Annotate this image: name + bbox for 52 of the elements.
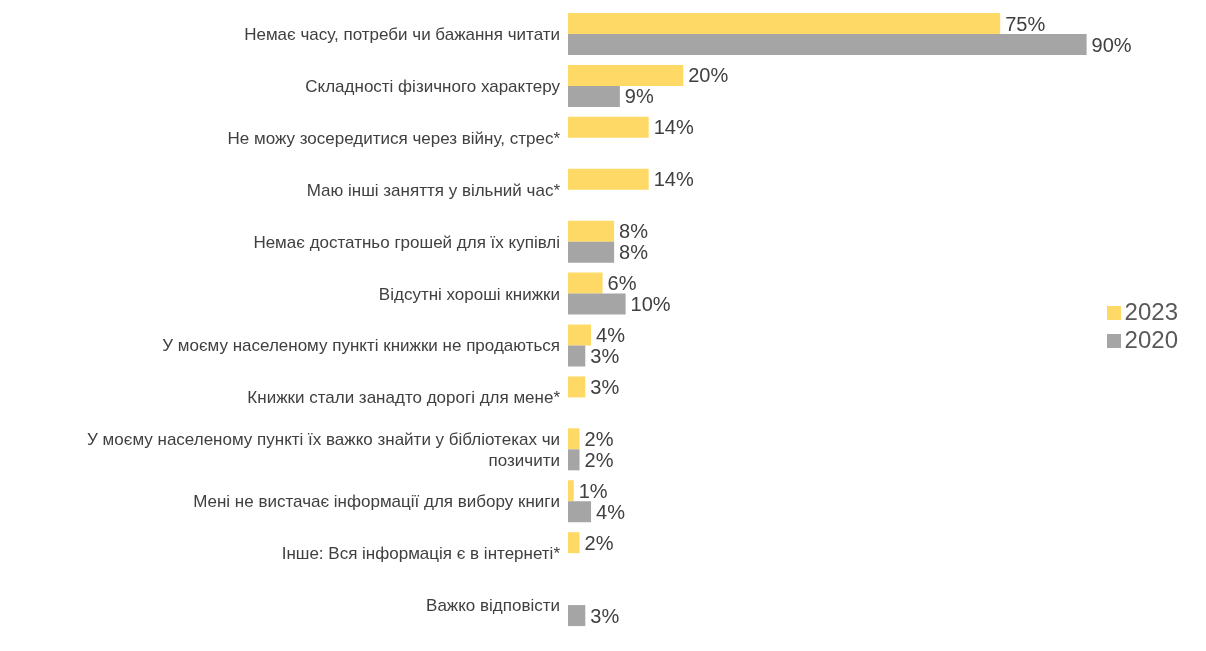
y-tick-label: Мені не вистачає інформації для вибору книги bbox=[193, 491, 560, 511]
bar bbox=[568, 34, 1087, 55]
bar bbox=[568, 272, 603, 294]
data-label: 20% bbox=[688, 64, 729, 87]
data-label: 4% bbox=[596, 324, 626, 346]
y-tick-label: Відсутні хороші книжки bbox=[378, 284, 560, 304]
bar bbox=[568, 605, 586, 627]
legend-label: 2020 bbox=[1124, 325, 1178, 353]
data-label: 4% bbox=[596, 500, 626, 523]
y-tick-label: Складності фізичного характеру bbox=[305, 76, 561, 96]
data-label: 14% bbox=[653, 116, 694, 139]
y-tick-label: Книжки стали занадто дорогі для мене* bbox=[247, 387, 561, 407]
data-label: 2% bbox=[584, 448, 614, 471]
data-label: 3% bbox=[590, 345, 620, 367]
y-tick-label: У моєму населеному пункті книжки не продаються bbox=[162, 335, 560, 355]
bar bbox=[568, 64, 684, 86]
bar bbox=[568, 501, 592, 523]
y-tick-label: Немає достатньо грошей для їх купівлі bbox=[253, 232, 560, 252]
y-tick-label: Немає часу, потреби чи бажання читати bbox=[244, 24, 560, 44]
y-tick-label: Важко відповісти bbox=[426, 595, 560, 615]
bar bbox=[568, 376, 586, 398]
data-label: 10% bbox=[630, 293, 671, 316]
bar bbox=[568, 449, 580, 471]
y-tick-label: Інше: Вся інформація є в інтернеті* bbox=[281, 543, 561, 563]
bar bbox=[568, 13, 1001, 34]
data-label: 2% bbox=[584, 531, 614, 554]
bar bbox=[568, 241, 615, 263]
y-tick-label: У моєму населеному пункті їх важко знайти у бібліотеках чи позичити bbox=[87, 429, 560, 470]
data-label: 1% bbox=[578, 479, 608, 502]
bar bbox=[568, 293, 626, 315]
data-label: 6% bbox=[607, 272, 637, 295]
y-tick-label: Маю інші заняття у вільний час* bbox=[306, 180, 561, 200]
data-label: 90% bbox=[1091, 33, 1132, 56]
bar bbox=[568, 85, 620, 107]
data-label: 14% bbox=[653, 168, 694, 191]
bar bbox=[568, 532, 580, 554]
bar bbox=[568, 168, 649, 190]
bar bbox=[568, 324, 592, 346]
bar bbox=[568, 480, 574, 502]
bar bbox=[568, 220, 615, 242]
bar bbox=[568, 345, 586, 367]
data-label: 2% bbox=[584, 427, 614, 450]
data-label: 75% bbox=[1005, 12, 1046, 35]
data-label: 3% bbox=[590, 604, 620, 627]
data-label: 3% bbox=[590, 375, 620, 398]
bar bbox=[568, 428, 580, 450]
data-label: 8% bbox=[619, 220, 649, 243]
bar bbox=[568, 116, 649, 138]
y-tick-label: Не можу зосередитися через війну, стрес* bbox=[227, 128, 561, 148]
legend-label: 2023 bbox=[1124, 297, 1178, 325]
data-label: 9% bbox=[624, 85, 654, 108]
data-label: 8% bbox=[619, 241, 649, 264]
